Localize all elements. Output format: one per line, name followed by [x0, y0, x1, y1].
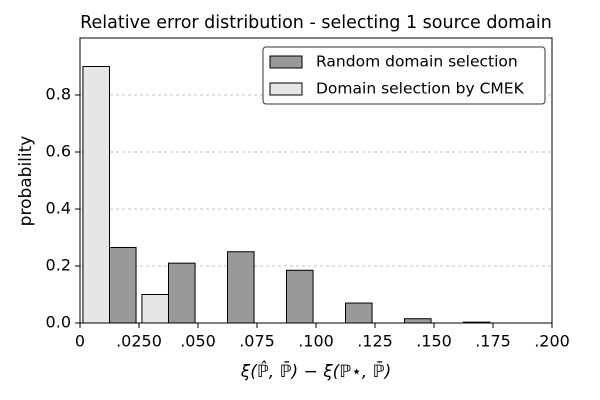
- x-tick-label: .050: [180, 332, 216, 351]
- x-tick-label: .100: [298, 332, 334, 351]
- bar: [168, 262, 196, 324]
- y-tick-label: 0.8: [46, 85, 71, 104]
- x-tick-label: .075: [239, 332, 275, 351]
- legend-box: [262, 46, 546, 105]
- x-tick-label: .125: [357, 332, 393, 351]
- plot-frame: [79, 37, 553, 324]
- legend-label: Domain selection by CMEK: [316, 80, 525, 98]
- bar: [404, 318, 432, 324]
- bar: [82, 66, 110, 324]
- legend-label: Random domain selection: [316, 53, 518, 71]
- bar: [141, 294, 169, 324]
- bar: [109, 246, 137, 324]
- bar: [227, 251, 255, 324]
- x-tick-label: .0250: [116, 332, 162, 351]
- bar: [345, 302, 373, 324]
- bar: [286, 269, 314, 324]
- y-tick-label: 0.0: [46, 313, 71, 332]
- x-tick-label: 0: [75, 332, 85, 351]
- y-tick-label: 0.4: [46, 199, 71, 218]
- chart-title: Relative error distribution - selecting …: [80, 13, 552, 33]
- x-axis-label: ξ(ℙ̂, ℙ̄) − ξ(ℙ⋆, ℙ̄): [240, 359, 391, 382]
- y-tick-label: 0.6: [46, 142, 71, 161]
- legend-swatch: [269, 55, 303, 69]
- x-tick-label: .200: [534, 332, 570, 351]
- y-tick-label: 0.2: [46, 256, 71, 275]
- legend-swatch: [269, 82, 303, 96]
- x-tick-label: .175: [475, 332, 511, 351]
- y-axis-label: probability: [16, 136, 36, 227]
- x-tick-label: .150: [416, 332, 452, 351]
